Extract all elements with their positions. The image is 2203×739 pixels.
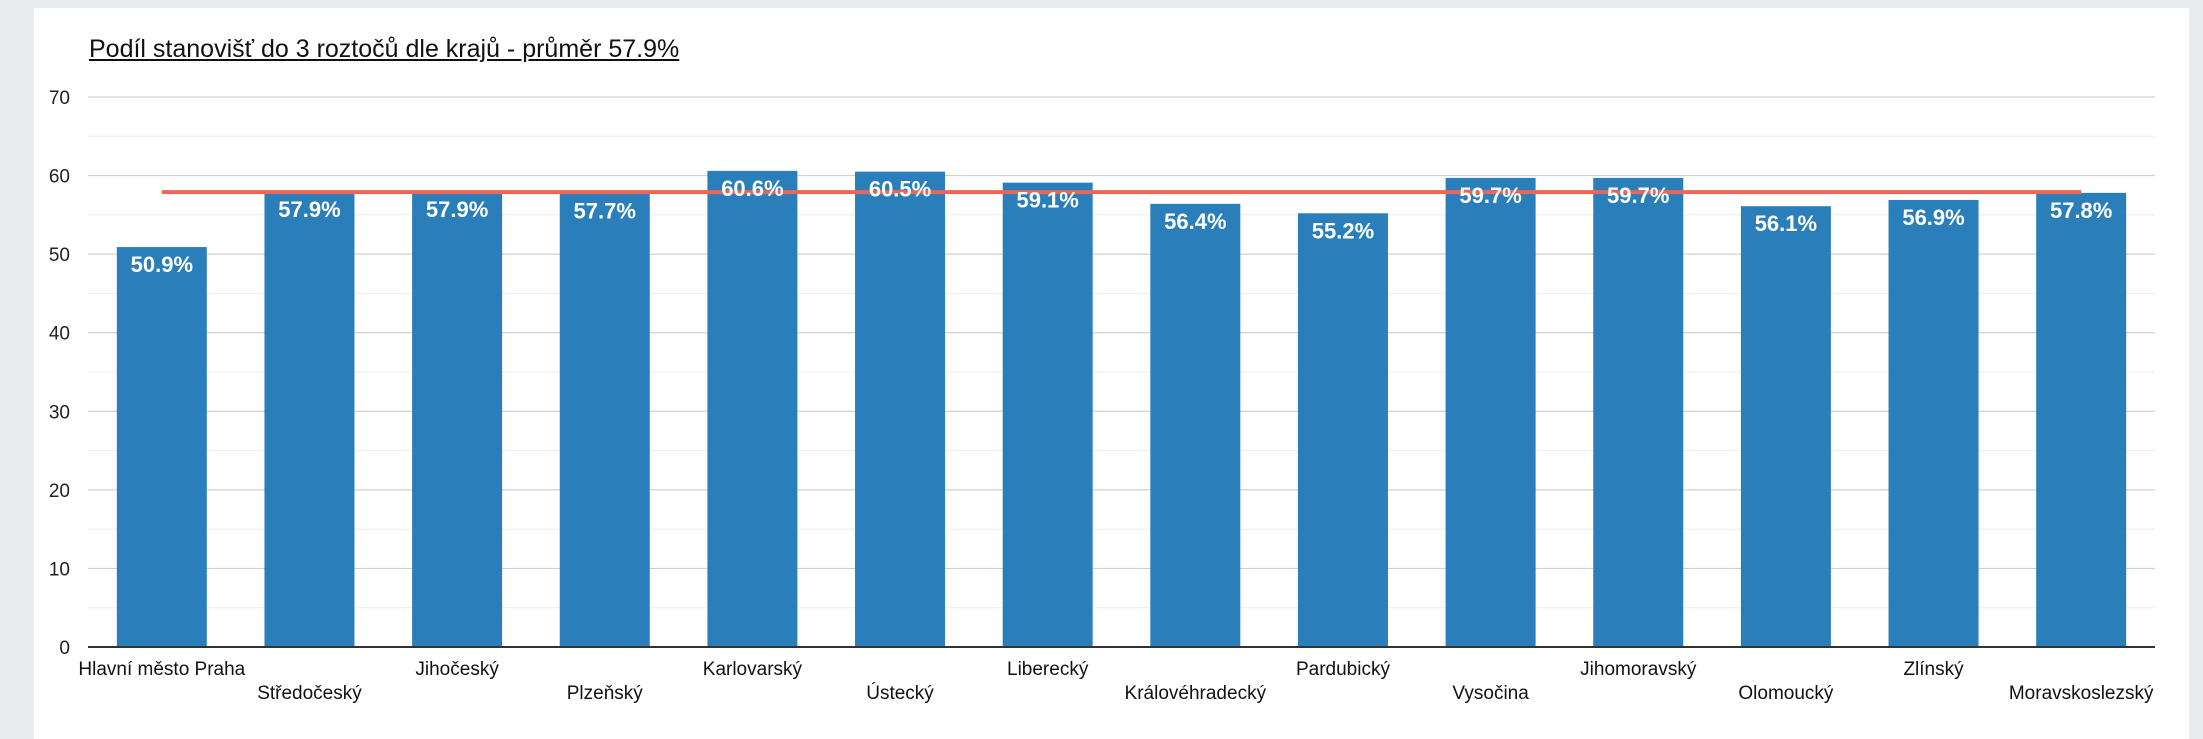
category-label: Liberecký bbox=[1007, 659, 1089, 680]
bar bbox=[1150, 203, 1241, 647]
category-label: Královéhradecký bbox=[1125, 683, 1267, 704]
category-label: Vysočina bbox=[1452, 683, 1529, 704]
bar bbox=[1445, 177, 1536, 647]
bar bbox=[1002, 182, 1093, 647]
data-label: 57.8% bbox=[2050, 198, 2112, 223]
bar bbox=[1297, 213, 1388, 648]
category-label: Ústecký bbox=[866, 682, 934, 704]
data-label: 59.1% bbox=[1016, 188, 1078, 213]
y-tick-label: 20 bbox=[49, 481, 70, 502]
y-tick-label: 40 bbox=[49, 324, 70, 345]
category-label: Zlínský bbox=[1903, 659, 1964, 680]
category-label: Olomoucký bbox=[1738, 683, 1834, 704]
y-tick-label: 70 bbox=[49, 88, 70, 109]
bar bbox=[412, 192, 503, 648]
y-tick-label: 60 bbox=[49, 167, 70, 188]
bar bbox=[1888, 199, 1979, 647]
bar bbox=[855, 171, 946, 647]
category-label: Hlavní město Praha bbox=[78, 659, 245, 680]
chart-title: Podíl stanovišť do 3 roztočů dle krajů -… bbox=[89, 35, 680, 63]
y-tick-label: 0 bbox=[59, 638, 70, 659]
category-label: Pardubický bbox=[1296, 659, 1390, 680]
y-tick-label: 50 bbox=[49, 245, 70, 266]
data-label: 55.2% bbox=[1312, 218, 1374, 243]
bar bbox=[1593, 177, 1684, 647]
data-label: 56.4% bbox=[1164, 209, 1226, 234]
y-tick-label: 10 bbox=[49, 559, 70, 580]
category-label: Plzeňský bbox=[567, 683, 644, 704]
bar bbox=[116, 247, 207, 648]
bar bbox=[559, 193, 650, 647]
data-label: 57.9% bbox=[426, 197, 488, 222]
bar bbox=[707, 170, 798, 647]
data-label: 56.1% bbox=[1755, 211, 1817, 236]
category-label: Karlovarský bbox=[703, 659, 803, 680]
data-label: 50.9% bbox=[131, 252, 193, 277]
category-label: Moravskoslezský bbox=[2009, 683, 2154, 704]
category-label: Jihomoravský bbox=[1580, 659, 1697, 680]
bar bbox=[264, 192, 355, 648]
data-label: 57.7% bbox=[574, 199, 636, 224]
data-label: 60.6% bbox=[721, 176, 783, 201]
category-label: Jihočeský bbox=[415, 659, 499, 680]
bar bbox=[2036, 192, 2127, 647]
bar bbox=[1740, 206, 1831, 647]
data-label: 56.9% bbox=[1902, 205, 1964, 230]
data-label: 59.7% bbox=[1607, 183, 1669, 208]
y-tick-label: 30 bbox=[49, 402, 70, 423]
category-label: Středočeský bbox=[257, 683, 362, 704]
data-label: 59.7% bbox=[1459, 183, 1521, 208]
data-label: 60.5% bbox=[869, 177, 931, 202]
data-label: 57.9% bbox=[278, 197, 340, 222]
